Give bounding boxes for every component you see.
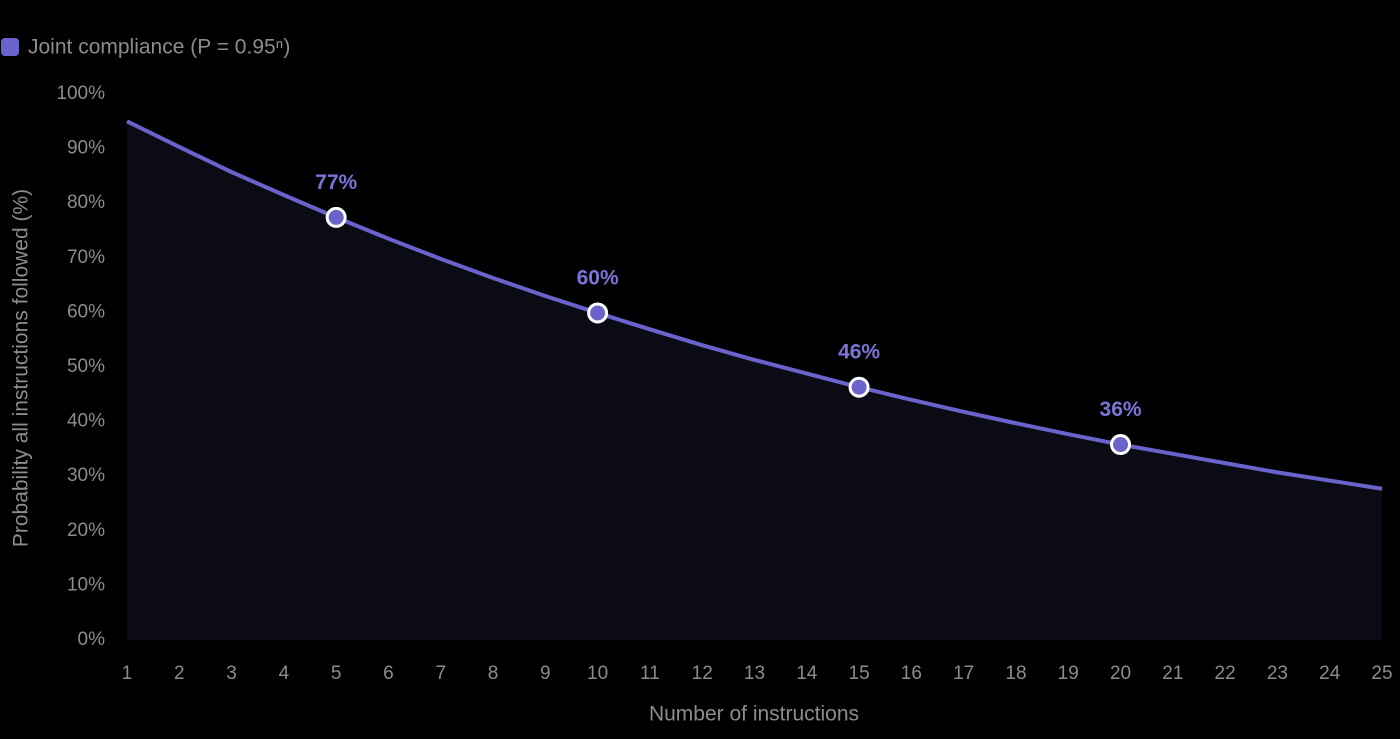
x-tick-label: 6 <box>383 663 394 684</box>
point <box>1110 434 1132 456</box>
x-tick-label: 18 <box>1005 663 1026 684</box>
x-tick-label: 24 <box>1319 663 1341 684</box>
x-tick-label: 21 <box>1162 663 1183 684</box>
x-tick-label: 17 <box>953 663 974 684</box>
x-tick-label: 3 <box>226 663 237 684</box>
y-tick-label: 80% <box>67 192 105 213</box>
x-tick-label: 16 <box>901 663 922 684</box>
x-tick-label: 4 <box>279 663 290 684</box>
y-tick-label: 20% <box>67 520 105 541</box>
y-tick-label: 100% <box>56 83 105 104</box>
point <box>848 376 870 398</box>
x-tick-label: 2 <box>174 663 185 684</box>
x-tick-label: 13 <box>744 663 765 684</box>
x-tick-label: 19 <box>1058 663 1079 684</box>
data-label: 60% <box>577 266 619 289</box>
y-tick-label: 70% <box>67 247 105 268</box>
x-tick-label: 11 <box>640 663 660 684</box>
x-tick-label: 10 <box>587 663 608 684</box>
x-tick-label: 12 <box>692 663 713 684</box>
x-tick-label: 22 <box>1215 663 1236 684</box>
y-tick-label: 30% <box>67 465 105 486</box>
y-tick-label: 50% <box>67 356 105 377</box>
x-tick-label: 20 <box>1110 663 1131 684</box>
x-tick-label: 25 <box>1371 663 1392 684</box>
y-tick-label: 60% <box>67 301 105 322</box>
x-tick-label: 5 <box>331 663 342 684</box>
legend-swatch <box>1 38 19 56</box>
x-tick-label: 1 <box>122 663 133 684</box>
y-tick-label: 10% <box>67 574 105 595</box>
y-axis-title: Probability all instructions followed (%… <box>10 189 33 547</box>
y-tick-label: 90% <box>67 138 105 159</box>
y-tick-label: 40% <box>67 411 105 432</box>
x-tick-label: 7 <box>435 663 446 684</box>
x-tick-label: 15 <box>849 663 870 684</box>
point <box>325 206 347 228</box>
legend-label: Joint compliance (P = 0.95ⁿ) <box>28 36 290 59</box>
area <box>127 121 1382 641</box>
x-tick-label: 14 <box>796 663 818 684</box>
data-label: 77% <box>315 171 357 194</box>
x-tick-label: 9 <box>540 663 551 684</box>
y-tick-label: 0% <box>78 629 106 650</box>
x-tick-label: 8 <box>488 663 499 684</box>
data-label: 36% <box>1100 398 1142 421</box>
x-tick-label: 23 <box>1267 663 1288 684</box>
x-axis-title: Number of instructions <box>649 703 859 726</box>
data-label: 46% <box>838 341 880 364</box>
point <box>587 302 609 324</box>
